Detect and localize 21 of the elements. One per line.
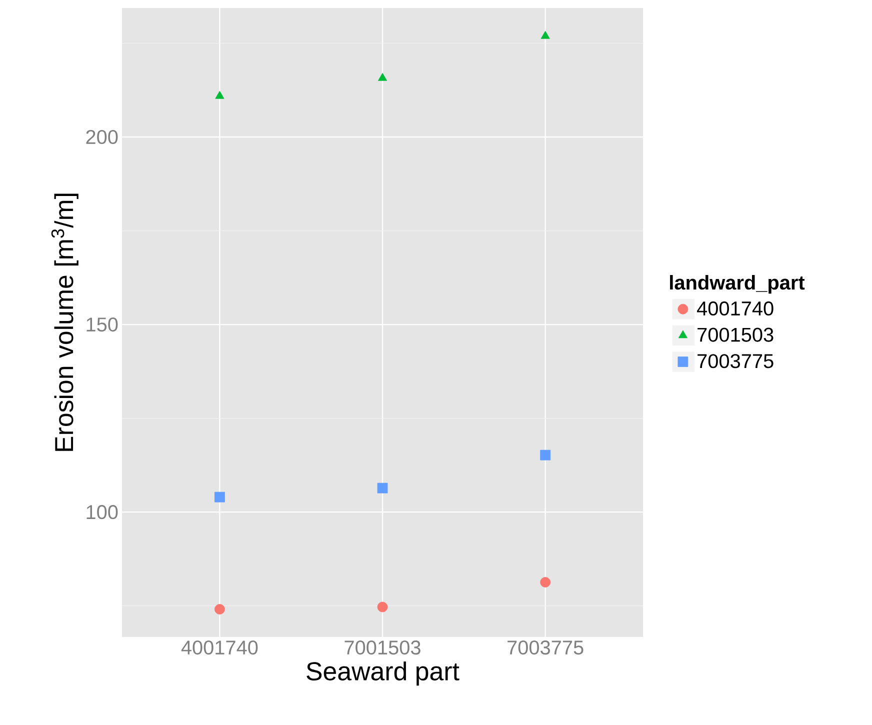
- point: [214, 604, 225, 614]
- point: [377, 602, 388, 612]
- legend-label: 7001503: [698, 328, 774, 342]
- point: [214, 492, 225, 502]
- point: [540, 577, 551, 588]
- legend-label: 4001740: [697, 301, 774, 316]
- x-tick-label: 7001503: [344, 640, 420, 655]
- x-axis-title: Seaward part: [306, 661, 460, 686]
- legend-label: 7003775: [698, 354, 774, 368]
- point: [540, 30, 550, 39]
- x-tick-label: 7003775: [508, 640, 584, 655]
- x-tick-label: 4001740: [181, 640, 258, 655]
- point: [377, 482, 388, 494]
- y-tick-label: 150: [86, 318, 118, 332]
- y-tick-label: 200: [86, 130, 118, 144]
- y-tick-label: 100: [86, 505, 118, 520]
- point: [378, 72, 388, 81]
- legend-title: landward_part: [670, 275, 805, 294]
- point: [215, 90, 224, 99]
- point: [540, 450, 551, 460]
- y-axis-title: Erosion volume [m$^{3}$/m]: [51, 194, 78, 451]
